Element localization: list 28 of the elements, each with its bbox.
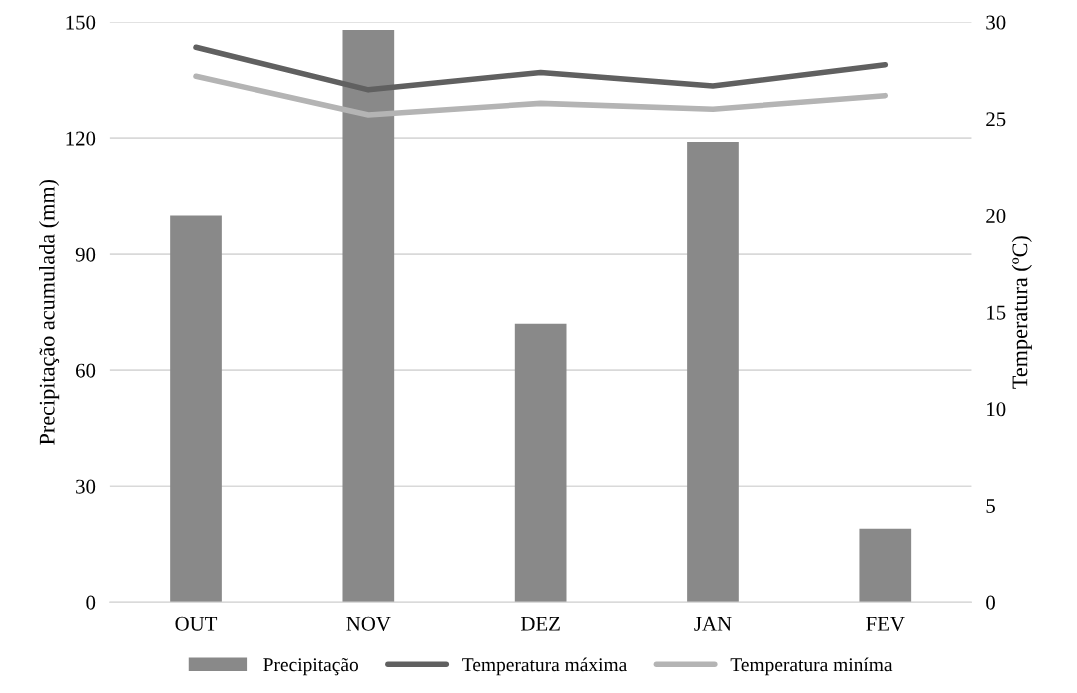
y2-tick-label: 15 — [987, 305, 1006, 320]
y2-tick-label: 25 — [986, 112, 1006, 127]
x-tick-label: OUT — [175, 616, 218, 631]
y-tick-label: 90 — [75, 247, 96, 262]
x-tick-label: DEZ — [521, 616, 560, 631]
y2-tick-label: 10 — [987, 402, 1006, 417]
y2-tick-label: 0 — [986, 595, 995, 610]
y2-axis-title: Temperatura (ºC) — [1011, 236, 1032, 389]
y-tick-label: 0 — [86, 595, 96, 610]
y-tick-label: 60 — [76, 363, 96, 378]
y-tick-label: 30 — [76, 479, 96, 494]
legend-label: Temperatura máxima — [462, 657, 627, 676]
y2-tick-label: 5 — [986, 499, 995, 513]
bar — [514, 323, 567, 603]
y-tick-label: 120 — [66, 131, 96, 146]
y2-tick-label: 30 — [986, 15, 1006, 30]
legend-label: Precipitação — [263, 657, 358, 676]
x-tick-label: NOV — [346, 616, 391, 631]
bar — [687, 142, 739, 603]
bar — [342, 29, 395, 603]
x-tick-label: FEV — [866, 616, 905, 631]
y2-tick-label: 20 — [986, 208, 1006, 223]
bar — [859, 528, 912, 603]
legend-label: Temperatura miníma — [730, 657, 893, 676]
bar — [170, 215, 222, 603]
y-axis-title: Precipitação acumulada (mm) — [39, 179, 60, 445]
y-tick-label: 150 — [66, 15, 96, 30]
x-tick-label: JAN — [694, 616, 732, 631]
